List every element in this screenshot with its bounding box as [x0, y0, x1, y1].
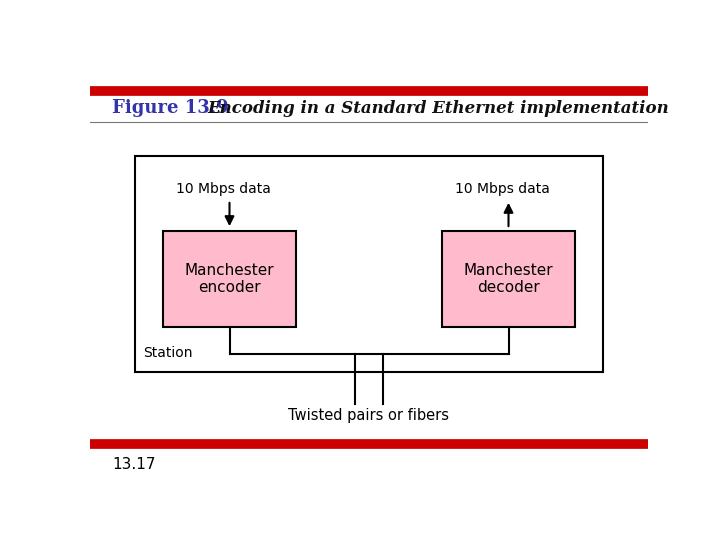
Text: Twisted pairs or fibers: Twisted pairs or fibers	[289, 408, 449, 423]
Text: Station: Station	[143, 346, 192, 360]
Text: Manchester
encoder: Manchester encoder	[185, 263, 274, 295]
Text: Figure 13.9: Figure 13.9	[112, 99, 229, 118]
Bar	[135, 156, 603, 373]
Text: 10 Mbps data: 10 Mbps data	[176, 182, 271, 196]
Bar	[441, 231, 575, 327]
Bar	[163, 231, 297, 327]
Text: 10 Mbps data: 10 Mbps data	[456, 182, 550, 196]
Text: 13.17: 13.17	[112, 457, 156, 472]
Text: Encoding in a Standard Ethernet implementation: Encoding in a Standard Ethernet implemen…	[207, 100, 669, 117]
Text: Manchester
decoder: Manchester decoder	[464, 263, 553, 295]
